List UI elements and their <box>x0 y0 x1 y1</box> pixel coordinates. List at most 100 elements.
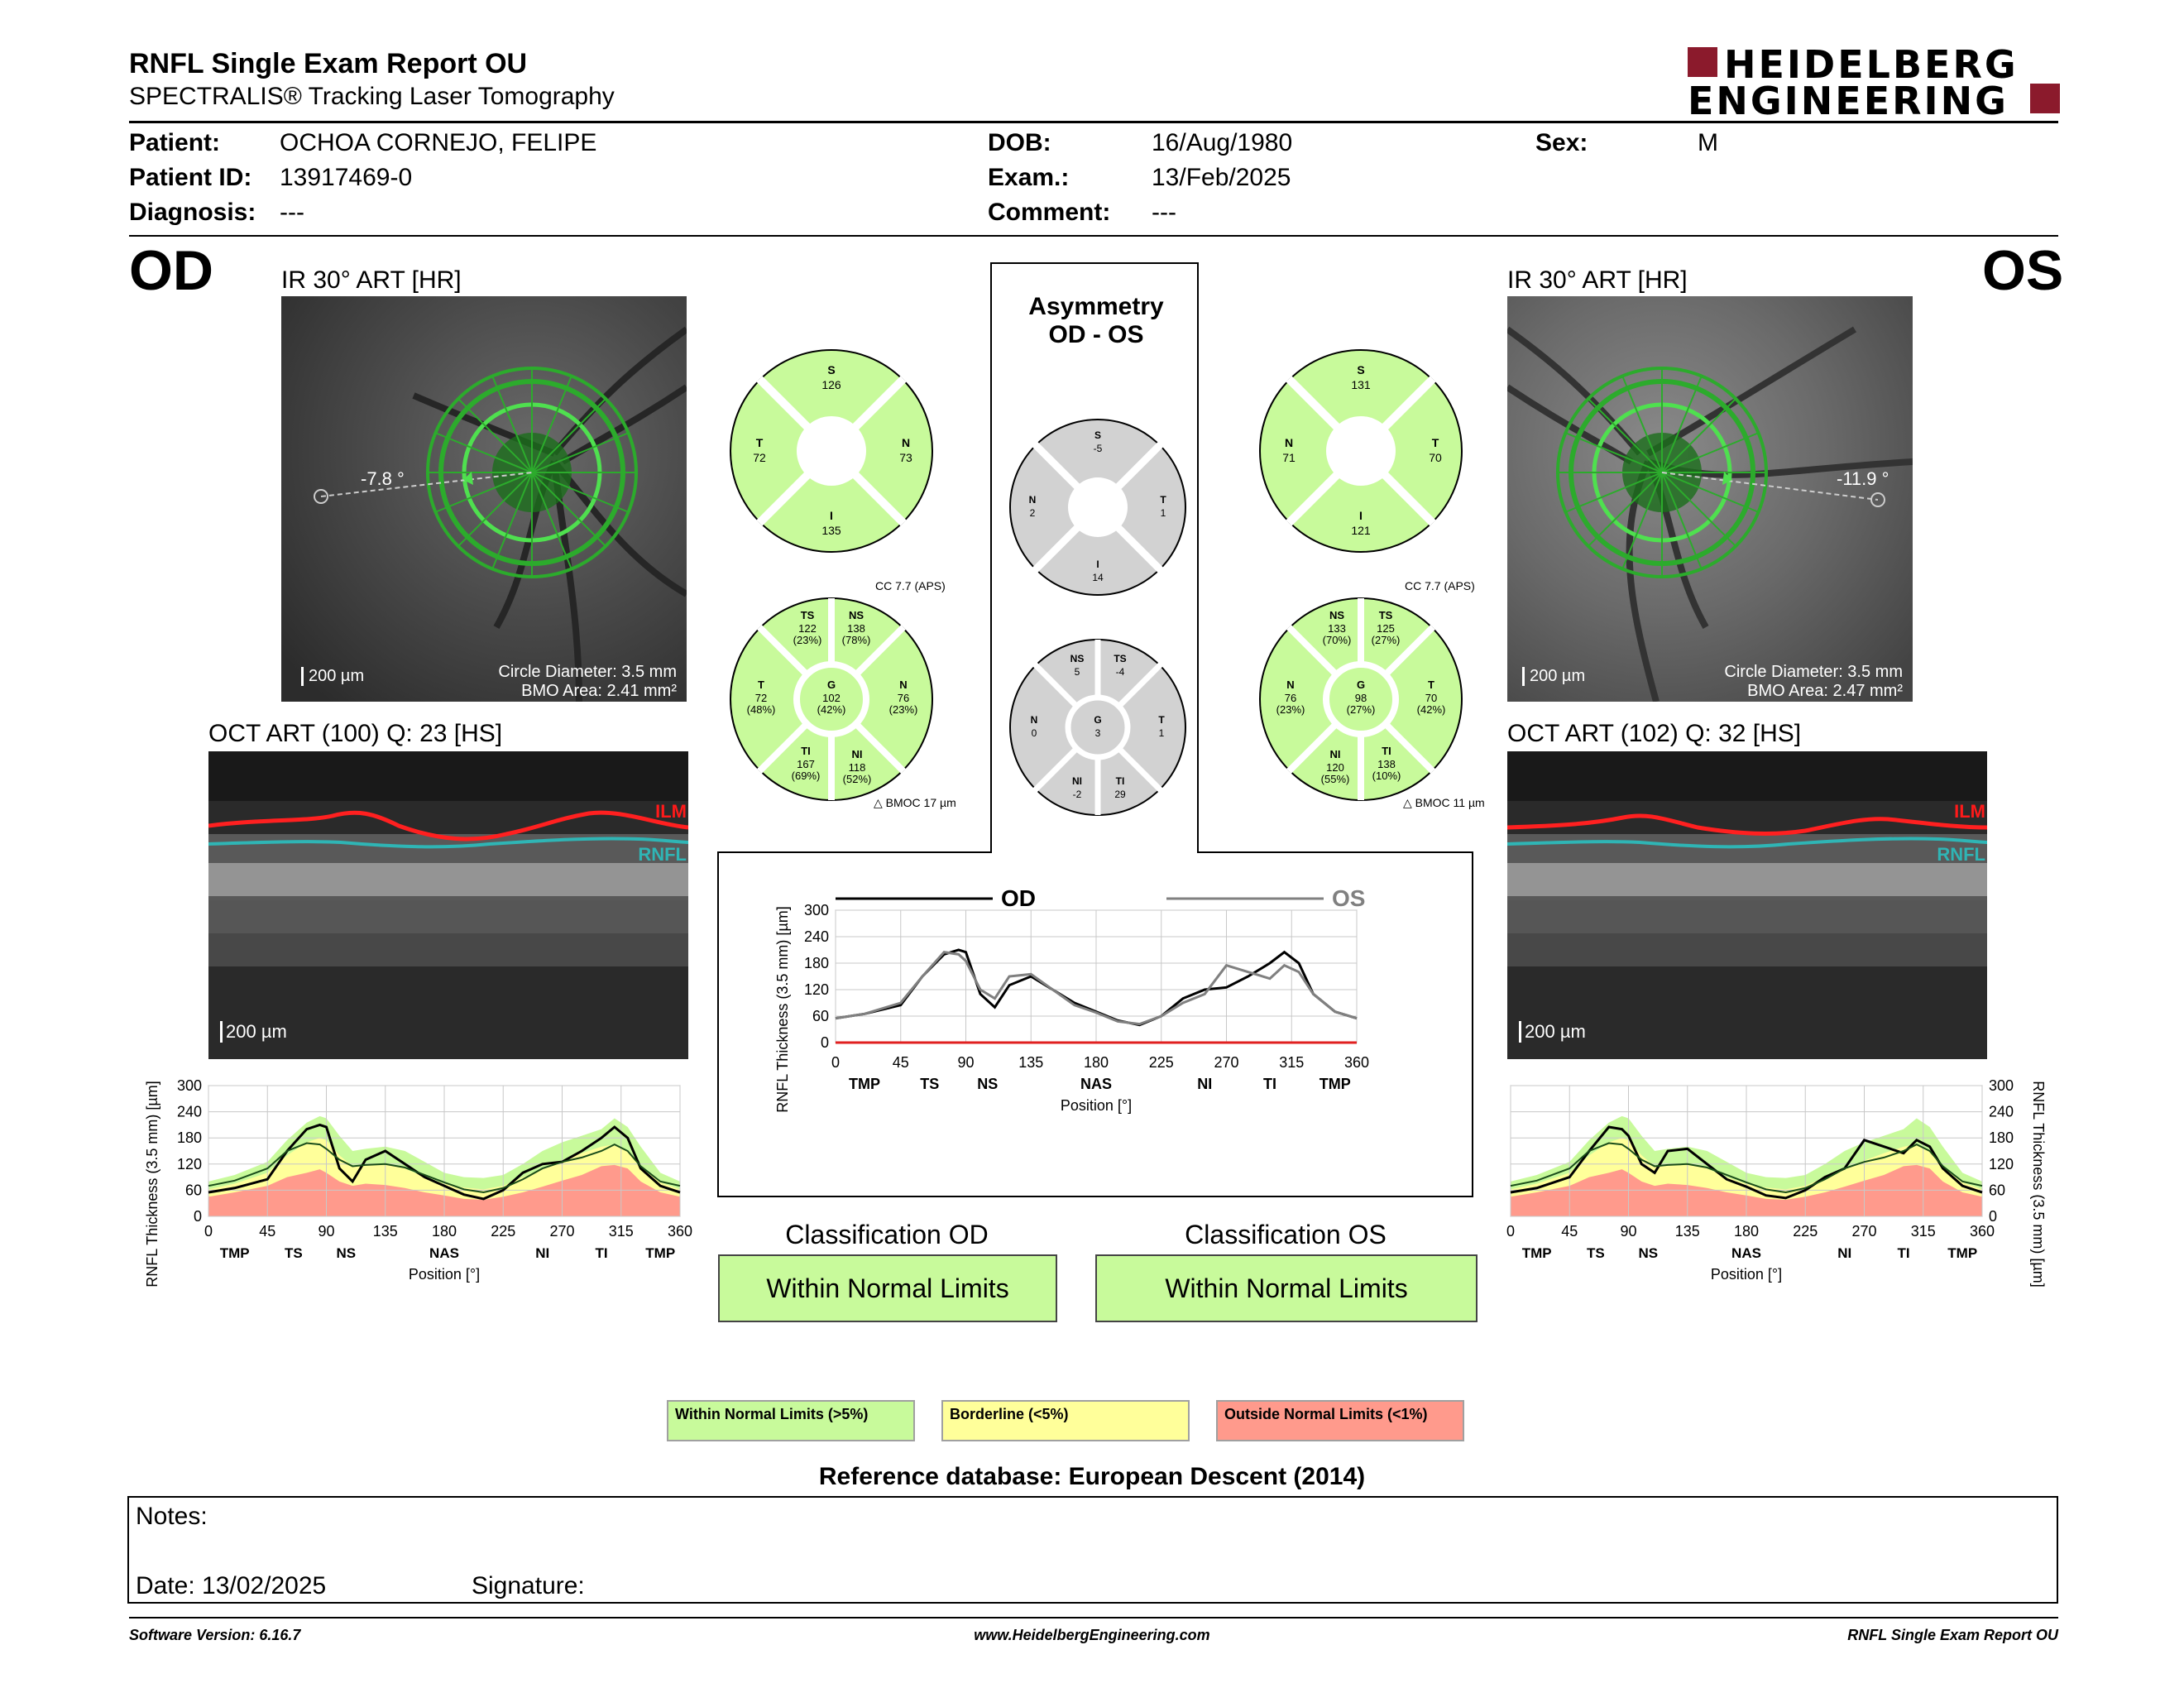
os-bmoc-label: △ BMOC 11 µm <box>1403 796 1485 809</box>
os-profile-xtick-label: 360 <box>1970 1223 1995 1240</box>
os-profile-series-mean <box>1510 1142 1983 1194</box>
asymmetry-title-1: Asymmetry <box>1028 293 1164 320</box>
od-six-t-value: 72 <box>755 692 767 704</box>
heidelberg-logo: HEIDELBERG ENGINEERING <box>1688 42 2060 123</box>
os-profile-xtick-label: 315 <box>1911 1223 1936 1240</box>
od-six-ti-pct: (69%) <box>792 770 821 782</box>
od-profile-sector-label: TI <box>595 1245 607 1261</box>
asym-quad-s-label: S <box>1094 429 1101 441</box>
os-profile-ytick-label: 300 <box>1989 1077 2014 1094</box>
os-profile-xtick-label: 45 <box>1561 1223 1578 1240</box>
os-profile-ytick-label: 0 <box>1989 1208 1997 1225</box>
od-profile-ytick-label: 300 <box>177 1077 202 1094</box>
ou-sector-label: NS <box>977 1076 998 1092</box>
logo-line1: HEIDELBERG <box>1724 42 2019 87</box>
od-six-ts-pct: (23%) <box>793 634 822 646</box>
os-profile-ytick-label: 240 <box>1989 1104 2014 1120</box>
od-six-ts-value: 122 <box>798 622 817 635</box>
od-profile-series-od <box>208 1123 681 1201</box>
os-profile-ytick-label: 120 <box>1989 1156 2014 1172</box>
ou-yaxis-title: RNFL Thickness (3.5 mm) [µm] <box>774 906 791 1112</box>
ou-ytick-label: 60 <box>812 1008 829 1024</box>
os-six-t-label: T <box>1428 679 1434 691</box>
asym-six-ni-label: NI <box>1072 775 1082 787</box>
os-quad-i-value: 121 <box>1351 524 1371 537</box>
od-profile-xtick-label: 180 <box>432 1223 457 1240</box>
os-profile-sector-label: NAS <box>1731 1245 1761 1261</box>
od-six-t-pct: (48%) <box>747 703 776 716</box>
od-profile-yaxis-title: RNFL Thickness (3.5 mm) [µm] <box>144 1081 160 1287</box>
os-classification-title: Classification OS <box>1185 1220 1387 1249</box>
asym-six-sector-chart: NS 5 TS -4 N 0 T 1 G 3 NI -2 TI 29 <box>1009 639 1186 816</box>
od-oct-graphic <box>208 801 688 1059</box>
od-six-t-label: T <box>758 679 764 691</box>
os-profile-xtick-label: 180 <box>1734 1223 1759 1240</box>
os-profile-sector-label: TS <box>1587 1245 1605 1261</box>
ou-series-os <box>835 951 1358 1026</box>
od-profile-xtick-label: 0 <box>204 1223 213 1240</box>
od-oct-image: ILM RNFL 200 µm <box>208 751 688 1059</box>
os-six-ns-label: NS <box>1329 609 1344 621</box>
sex-label: Sex: <box>1535 129 1588 156</box>
od-quad-t-value: 72 <box>753 451 766 464</box>
ou-ytick-label: 120 <box>804 981 829 998</box>
od-rnfl-label: RNFL <box>638 844 687 865</box>
os-quad-s-value: 131 <box>1351 378 1371 391</box>
os-quad-t-label: T <box>1432 436 1439 449</box>
report-title: RNFL Single Exam Report OU <box>129 48 528 79</box>
od-six-g-label: G <box>827 679 836 691</box>
od-six-ns-pct: (78%) <box>842 634 871 646</box>
diagnosis-label: Diagnosis: <box>129 199 256 226</box>
od-six-ti-label: TI <box>801 745 811 757</box>
od-six-ns-value: 138 <box>847 622 865 635</box>
od-profile-xtick-label: 360 <box>668 1223 692 1240</box>
od-profile-xtick-label: 315 <box>609 1223 634 1240</box>
os-thickness-profile-chart: 0 60 120 180 240 300 0 45 90 135 180 225 270 315 360 TM… <box>1506 1077 2047 1288</box>
ou-xtick-label: 315 <box>1279 1054 1304 1071</box>
od-six-ts-label: TS <box>801 609 815 621</box>
od-quad-t-label: T <box>756 436 764 449</box>
od-thickness-profile-chart: 0 60 120 180 240 300 0 45 90 135 180 225 270 315 360 TM… <box>144 1077 692 1288</box>
os-quad-i-label: I <box>1359 509 1363 522</box>
ou-legend-label-os: OS <box>1332 885 1365 911</box>
asym-six-g-value: 3 <box>1095 727 1101 739</box>
asym-six-ts-label: TS <box>1114 653 1126 664</box>
os-angle-label: -11.9 ° <box>1837 468 1889 489</box>
asym-quad-n-label: N <box>1029 494 1037 506</box>
od-profile-xtick-label: 225 <box>491 1223 515 1240</box>
ou-xtick-label: 135 <box>1018 1054 1043 1071</box>
od-profile-sector-label: TMP <box>645 1245 675 1261</box>
os-profile-ytick-label: 60 <box>1989 1182 2005 1198</box>
od-classification-title: Classification OD <box>785 1220 989 1249</box>
ou-ytick-label: 180 <box>804 955 829 971</box>
ou-ytick-label: 0 <box>821 1034 829 1051</box>
ou-ytick-label: 240 <box>804 928 829 945</box>
asym-six-n-label: N <box>1031 714 1038 726</box>
od-profile-ytick-label: 120 <box>177 1156 202 1172</box>
ou-sector-label: NI <box>1197 1076 1212 1092</box>
os-quad-n-label: N <box>1285 436 1293 449</box>
ou-xtick-label: 90 <box>957 1054 974 1071</box>
os-six-ti-pct: (10%) <box>1372 770 1401 782</box>
footer-rule <box>129 1617 2058 1618</box>
od-oct-title: OCT ART (100) Q: 23 [HS] <box>208 720 503 747</box>
od-quad-i-label: I <box>830 509 833 522</box>
dob-label: DOB: <box>988 129 1051 156</box>
os-profile-sector-label: NS <box>1638 1245 1658 1261</box>
od-quad-n-value: 73 <box>899 451 912 464</box>
asym-six-t-label: T <box>1158 714 1165 726</box>
sex-value: M <box>1698 129 1718 156</box>
asym-six-g-label: G <box>1094 714 1101 726</box>
os-quadrant-chart: S 131 N 71 I 121 T 70 <box>1259 349 1463 553</box>
asym-six-ns-value: 5 <box>1075 666 1080 678</box>
notes-date: Date: 13/02/2025 <box>136 1572 327 1599</box>
report-subtitle: SPECTRALIS® Tracking Laser Tomography <box>129 83 615 110</box>
od-quad-s-value: 126 <box>821 378 841 391</box>
od-profile-sector-label: NAS <box>429 1245 459 1261</box>
od-profile-xtick-label: 135 <box>373 1223 398 1240</box>
od-ilm-label: ILM <box>655 801 687 822</box>
od-profile-sector-label: NI <box>535 1245 549 1261</box>
website: www.HeidelbergEngineering.com <box>974 1627 1210 1643</box>
od-quad-n-label: N <box>902 436 910 449</box>
os-six-n-pct: (23%) <box>1276 703 1305 716</box>
